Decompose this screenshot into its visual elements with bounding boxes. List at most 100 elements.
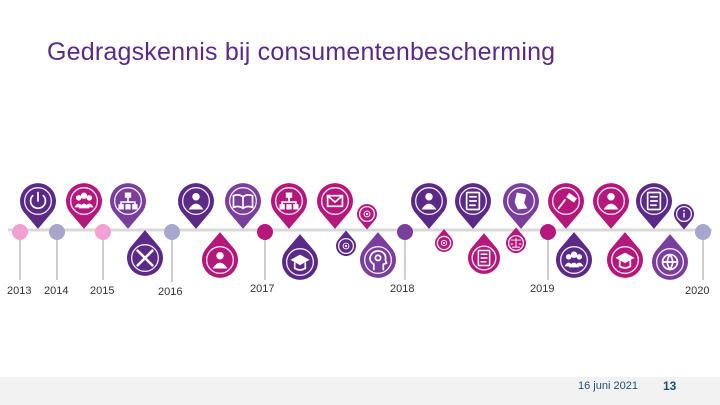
power-icon	[29, 191, 47, 210]
pin-ring	[337, 237, 355, 255]
tools-icon	[136, 249, 154, 267]
year-marker-dot	[12, 224, 28, 240]
presenter-icon	[188, 193, 204, 210]
timeline-pin	[66, 183, 103, 229]
timeline-pin	[636, 183, 672, 229]
footer-date: 16 juni 2021	[578, 380, 638, 392]
timeline-pin	[652, 234, 688, 280]
person-icon	[421, 193, 437, 210]
timeline-pin	[607, 232, 643, 278]
timeline-pin	[556, 232, 592, 278]
timeline-pin	[548, 183, 584, 229]
org-chart-icon	[279, 192, 299, 210]
coin-icon	[342, 242, 350, 250]
pin-ring	[70, 187, 98, 215]
year-marker-dot	[540, 224, 556, 240]
timeline-pin	[411, 183, 447, 229]
year-label-2020: 2020	[685, 285, 710, 297]
pin-body	[127, 230, 163, 276]
timeline-pin	[357, 204, 377, 230]
gavel-icon	[557, 192, 577, 210]
year-label-2019: 2019	[530, 283, 555, 295]
pin-ring	[131, 244, 159, 272]
head-gears-icon	[369, 250, 388, 271]
pin-ring	[560, 246, 588, 274]
year-marker-dot	[257, 224, 273, 240]
timeline-pin	[110, 183, 147, 229]
pin-body	[652, 234, 688, 280]
pin-body	[548, 183, 584, 229]
timeline-graphic	[8, 183, 712, 282]
pin-ring	[640, 187, 668, 215]
group-icon	[74, 192, 94, 209]
pin-ring	[436, 235, 452, 251]
pin-ring	[114, 187, 142, 215]
team-icon	[564, 251, 584, 268]
year-marker-dot	[95, 224, 111, 240]
book-icon	[232, 194, 254, 210]
coin-icon	[440, 239, 448, 247]
year-label-2017: 2017	[250, 283, 275, 295]
timeline-pin	[503, 183, 540, 229]
timeline-pin	[360, 232, 396, 278]
timeline-pin	[225, 183, 261, 229]
timeline-pin	[336, 230, 357, 256]
timeline-pin	[202, 232, 238, 278]
pin-ring	[459, 187, 487, 215]
year-marker-dot	[397, 224, 413, 240]
mortarboard-icon	[615, 252, 635, 269]
globe-icon	[661, 253, 679, 271]
pin-body	[19, 183, 56, 229]
timeline-pin	[506, 227, 527, 253]
year-label-2016: 2016	[158, 286, 183, 298]
map-icon	[514, 192, 528, 210]
year-marker-dot	[695, 224, 711, 240]
user-icon	[603, 193, 619, 210]
timeline-pin	[434, 229, 453, 252]
scale-icon	[510, 237, 522, 248]
year-marker-dot	[164, 224, 180, 240]
pin-ring	[611, 246, 639, 274]
year-marker-dot	[49, 224, 65, 240]
info-icon	[683, 209, 685, 218]
pin-ring	[675, 205, 693, 223]
year-label-2013: 2013	[7, 285, 32, 297]
timeline-pin	[468, 233, 500, 274]
pin-ring	[206, 246, 234, 274]
pin-ring	[321, 187, 349, 215]
pin-ring	[182, 187, 210, 215]
timeline-pin	[455, 183, 491, 229]
pin-ring	[507, 187, 535, 215]
timeline-pin	[19, 183, 56, 229]
page-number: 13	[663, 379, 677, 393]
timeline-pin	[317, 183, 353, 229]
envelope-icon	[326, 194, 344, 208]
document-flag-icon	[465, 191, 481, 211]
invoice-icon	[477, 249, 491, 267]
year-label-2014: 2014	[44, 285, 69, 297]
checklist-icon	[646, 191, 662, 211]
pin-ring	[415, 187, 443, 215]
pin-ring	[275, 187, 303, 215]
hierarchy-icon	[118, 192, 138, 210]
timeline-pin	[282, 234, 318, 280]
slide-title: Gedragskennis bij consumentenbescherming	[47, 38, 556, 66]
person-icon	[212, 252, 228, 269]
year-label-2015: 2015	[90, 285, 115, 297]
timeline-pin	[271, 183, 307, 229]
pin-ring	[656, 248, 684, 276]
pin-ring	[552, 187, 580, 215]
timeline-pin	[178, 183, 215, 229]
small-badge-icon	[363, 210, 371, 218]
timeline-pin	[127, 230, 163, 276]
pin-ring	[229, 187, 257, 215]
pin-ring	[507, 234, 525, 252]
pin-ring	[471, 245, 497, 271]
footer-bar	[0, 377, 720, 405]
pin-ring	[286, 248, 314, 276]
timeline-pin	[593, 183, 630, 229]
pin-ring	[358, 205, 376, 223]
pin-ring	[597, 187, 625, 215]
pin-ring	[364, 246, 392, 274]
year-label-2018: 2018	[390, 283, 415, 295]
